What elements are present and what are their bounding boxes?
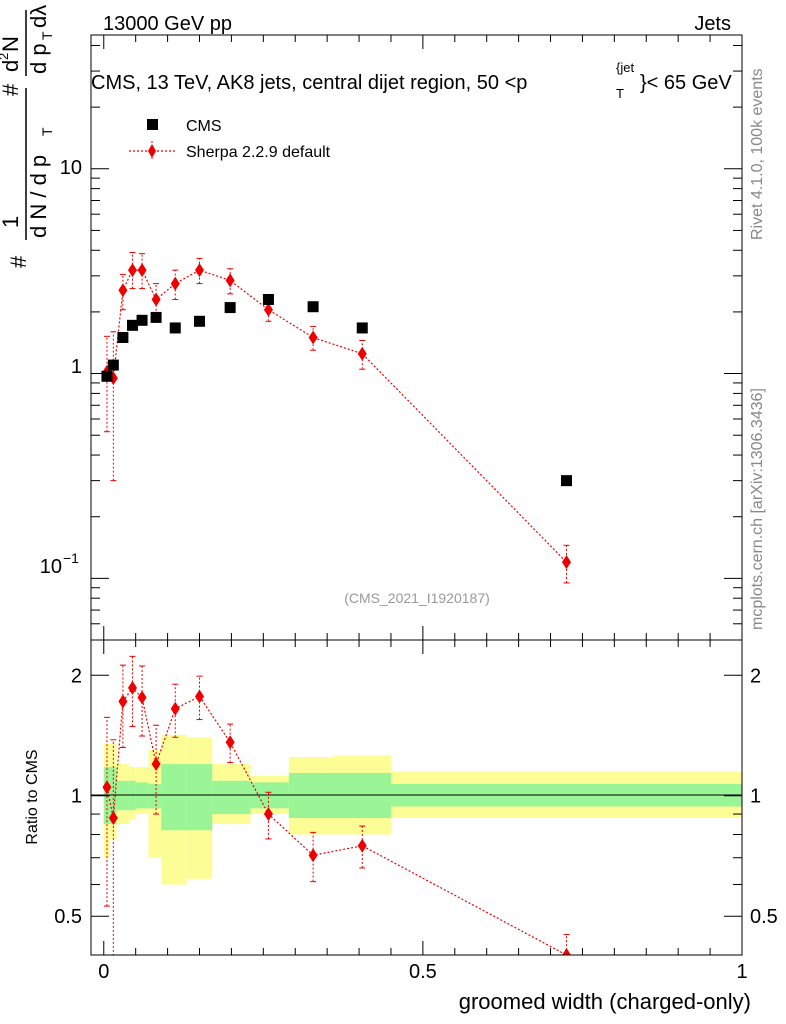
mcplots-label: mcplots.cern.ch [arXiv:1306.3436] xyxy=(749,388,766,630)
main-ytick-0.1: 10 −1 xyxy=(40,550,79,578)
ratio-sherpa-point xyxy=(108,810,118,825)
sherpa-point xyxy=(170,276,180,291)
legend-cms-marker xyxy=(147,119,158,130)
title-sup: {jet xyxy=(616,60,634,75)
cms-point xyxy=(169,322,181,334)
ratio-ytick-label-left: 1 xyxy=(71,786,82,808)
xtick-label: 0.5 xyxy=(409,961,437,983)
sherpa-line xyxy=(106,269,567,563)
sherpa-point xyxy=(225,273,235,288)
watermark: (CMS_2021_I1920187) xyxy=(344,590,490,606)
sherpa-point xyxy=(195,263,204,278)
stat-uncertainty-band xyxy=(212,780,251,815)
ylabel-hash: # xyxy=(6,255,31,268)
chart-title: CMS, 13 TeV, AK8 jets, central dijet reg… xyxy=(91,60,732,101)
main-ytick-1: 1 xyxy=(71,356,82,378)
ylabel-T1: T xyxy=(39,127,55,136)
rivet-label: Rivet 4.1.0, 100k events xyxy=(749,68,766,240)
ylabel-d: d xyxy=(0,60,23,72)
ratio-ytick-label-right: 1 xyxy=(750,786,761,808)
main-ytick-10: 10 xyxy=(60,157,82,179)
ratio-sherpa-point xyxy=(195,689,204,704)
stat-uncertainty-band xyxy=(148,783,162,809)
xtick-label: 0 xyxy=(98,961,109,983)
stat-uncertainty-band xyxy=(161,764,187,831)
ratio-sherpa-point xyxy=(151,757,161,772)
ratio-sherpa-point xyxy=(225,735,235,750)
sherpa-point xyxy=(127,263,137,278)
ratio-sherpa-point xyxy=(561,948,571,955)
header-jets: Jets xyxy=(694,13,731,35)
sherpa-point xyxy=(151,292,161,307)
sherpa-point xyxy=(118,283,128,298)
ratio-ytick-label-right: 2 xyxy=(750,665,761,687)
ratio-ytick-label-right: 0.5 xyxy=(750,906,778,928)
ratio-ylabel: Ratio to CMS xyxy=(24,749,41,844)
ratio-sherpa-point xyxy=(308,848,318,863)
cms-point xyxy=(150,311,162,323)
ylabel-dpT: d p xyxy=(26,43,51,74)
legend: CMS Sherpa 2.2.9 default xyxy=(129,118,331,161)
sherpa-point xyxy=(308,330,318,345)
xtick-label: 1 xyxy=(736,961,747,983)
ylabel-one: 1 xyxy=(0,216,23,228)
main-ylabel: # 1 d N / d p T # d 2 N d p T dλ xyxy=(0,5,55,268)
main-ytick-0.1-base: 10 xyxy=(40,556,62,578)
cms-point xyxy=(117,332,129,343)
ratio-frame xyxy=(90,639,743,956)
ratio-sherpa-point xyxy=(102,780,112,795)
ratio-sherpa-point xyxy=(127,680,137,695)
cms-point xyxy=(356,322,368,334)
stat-uncertainty-band xyxy=(186,764,213,831)
cms-point xyxy=(126,319,138,331)
stat-uncertainty-band xyxy=(129,780,136,811)
cms-point xyxy=(136,314,148,326)
cms-point xyxy=(560,475,572,487)
stat-uncertainty-band xyxy=(116,780,130,811)
cms-point xyxy=(307,301,319,313)
sherpa-point xyxy=(357,346,367,361)
legend-sherpa-label: Sherpa 2.2.9 default xyxy=(186,144,331,161)
main-plot: 10 1 10 −1 (CMS_2021_I1920187) CMS, 13 T… xyxy=(40,34,743,641)
cms-point xyxy=(224,302,236,314)
ratio-sherpa-point xyxy=(357,838,367,853)
xlabel: groomed width (charged-only) xyxy=(459,989,751,1014)
title-main: CMS, 13 TeV, AK8 jets, central dijet reg… xyxy=(91,72,527,94)
ratio-sherpa-point xyxy=(118,694,128,709)
ylabel-T2: T xyxy=(39,31,55,40)
ratio-ytick-label-left: 2 xyxy=(71,665,82,687)
ratio-sherpa-point xyxy=(170,701,180,716)
ratio-sherpa-point xyxy=(263,807,273,822)
cms-point xyxy=(107,359,119,371)
ratio-ytick-label-left: 0.5 xyxy=(54,906,82,928)
cms-point xyxy=(101,370,113,382)
header-energy: 13000 GeV pp xyxy=(103,13,232,35)
ratio-plot: 0.5 0.5 1 1 2 2 0 0.5 1 Ratio to CMS groomed wid… xyxy=(24,639,778,1014)
ylabel-hash2: # xyxy=(0,83,23,96)
cms-point xyxy=(194,315,205,327)
ylabel-two: 2 xyxy=(0,53,11,60)
sherpa-point xyxy=(137,263,147,278)
title-sub: T xyxy=(616,86,624,101)
ylabel-N: N xyxy=(0,36,23,52)
ylabel-dl: dλ xyxy=(26,5,51,28)
ratio-sherpa-point xyxy=(137,690,147,705)
ylabel-dN: d N / d p xyxy=(26,155,51,238)
sherpa-point xyxy=(263,302,273,317)
main-ytick-0.1-exp: −1 xyxy=(63,550,79,566)
legend-cms-label: CMS xyxy=(186,118,222,135)
title-tail: }< 65 GeV xyxy=(640,72,732,94)
cms-point xyxy=(262,293,274,305)
sherpa-point xyxy=(561,555,571,570)
